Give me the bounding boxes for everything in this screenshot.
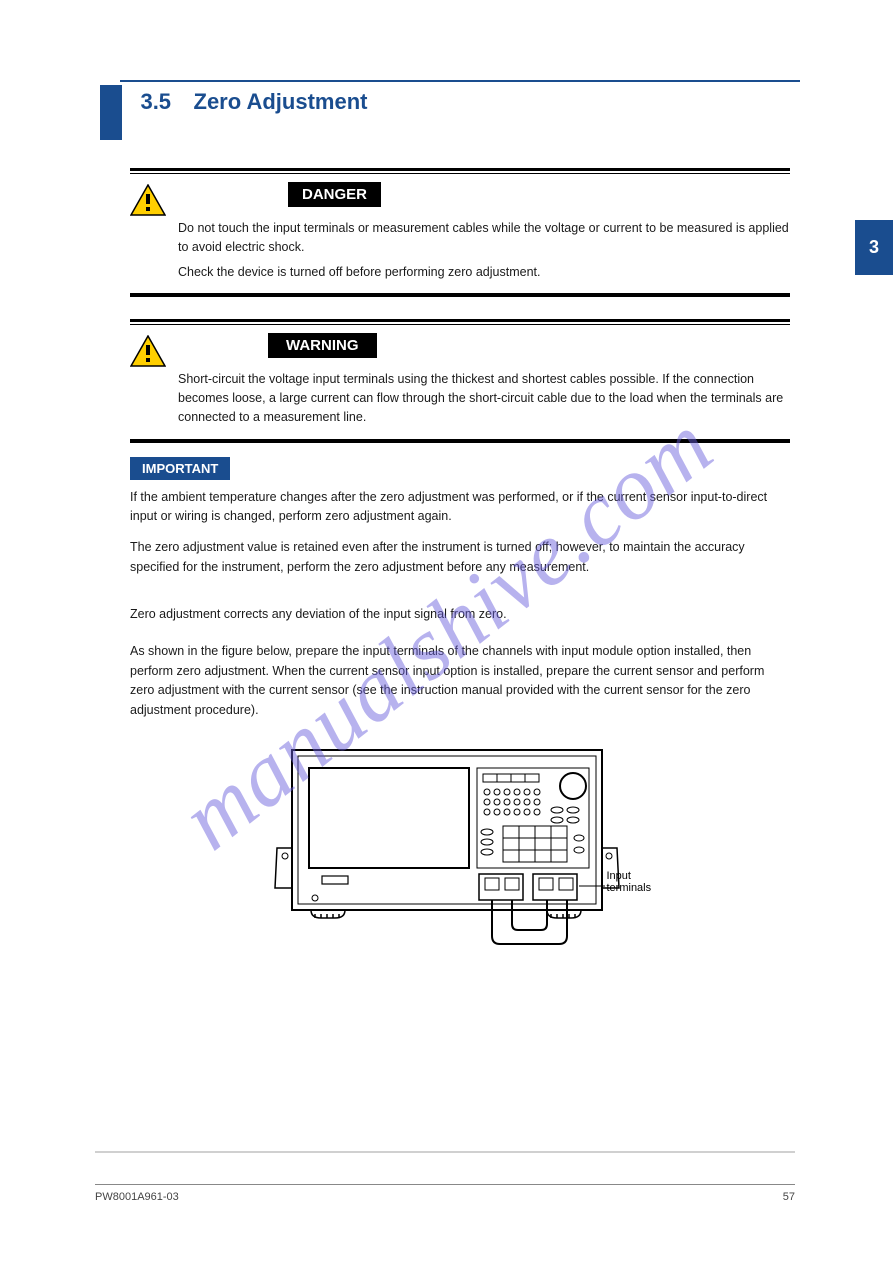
danger-line: Do not touch the input terminals or meas…: [178, 219, 790, 257]
body-text: Zero adjustment corrects any deviation o…: [130, 605, 790, 720]
danger-box: DANGER Do not touch the input terminals …: [130, 168, 790, 297]
instrument-figure: Input terminals: [247, 738, 667, 953]
warning-badge: WARNING: [268, 333, 377, 358]
important-line: If the ambient temperature changes after…: [130, 488, 790, 527]
page-footer: PW8001A961-03 57: [95, 1184, 795, 1203]
important-text: If the ambient temperature changes after…: [130, 488, 790, 578]
rule: [130, 440, 790, 443]
body-paragraph: As shown in the figure below, prepare th…: [130, 642, 790, 720]
warning-line: Short-circuit the voltage input terminal…: [178, 370, 790, 426]
figure-label-terminals: Input terminals: [607, 870, 667, 894]
warning-box: WARNING Short-circuit the voltage input …: [130, 319, 790, 442]
warning-icon: [130, 182, 170, 221]
chapter-header: 3.5 Zero Adjustment: [100, 85, 813, 140]
page-side-tab: 3: [855, 220, 893, 275]
rule: [130, 294, 790, 297]
danger-text: Do not touch the input terminals or meas…: [178, 219, 790, 281]
important-line: The zero adjustment value is retained ev…: [130, 538, 790, 577]
manual-page: 3.5 Zero Adjustment 3 DANGER Do not touc…: [0, 0, 893, 1263]
rule: [130, 319, 790, 322]
danger-line: Check the device is turned off before pe…: [178, 263, 790, 282]
important-badge: IMPORTANT: [130, 457, 230, 480]
page-break-line: [95, 1151, 795, 1153]
danger-badge: DANGER: [288, 182, 381, 207]
rule: [130, 168, 790, 171]
chapter-number: 3.5: [140, 89, 171, 114]
chapter-accent-bar: [100, 85, 122, 140]
warning-text: Short-circuit the voltage input terminal…: [178, 370, 790, 426]
warning-icon: [130, 333, 170, 372]
footer-page-number: 57: [783, 1191, 795, 1203]
chapter-top-rule: [120, 80, 800, 82]
body-lead: Zero adjustment corrects any deviation o…: [130, 605, 790, 624]
chapter-title-text: Zero Adjustment: [176, 89, 368, 114]
footer-doc-id: PW8001A961-03: [95, 1191, 179, 1203]
